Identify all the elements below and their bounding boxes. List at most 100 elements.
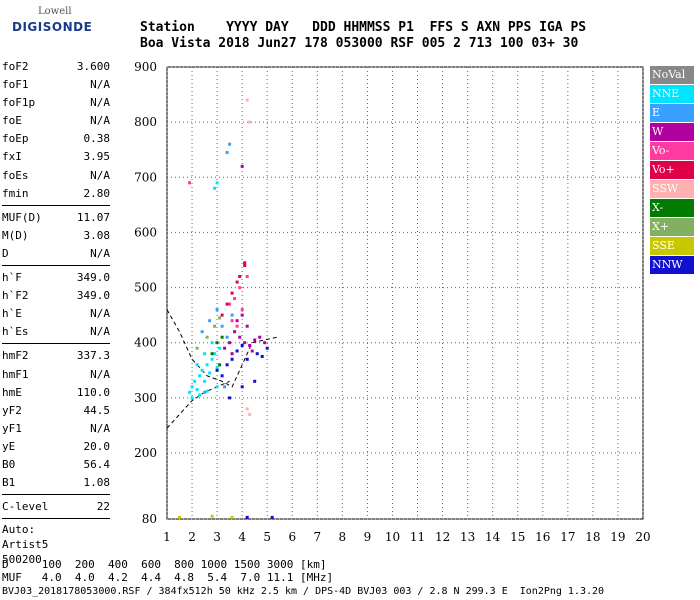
echo-point <box>230 515 234 519</box>
param-row: foEs N/A <box>2 167 110 185</box>
echo-point <box>195 363 199 367</box>
param-row: foEp 0.38 <box>2 130 110 148</box>
echo-point <box>220 335 224 339</box>
legend-item: X- <box>650 199 694 217</box>
logo-name: DIGISONDE <box>12 20 93 34</box>
param-value: 1.08 <box>83 476 111 490</box>
param-value: 349.0 <box>76 271 110 285</box>
echo-point <box>190 385 194 389</box>
param-label: fmin <box>2 186 29 200</box>
param-value: 110.0 <box>76 385 110 399</box>
x-tick-label: 17 <box>560 530 575 544</box>
legend-item: SSE <box>650 237 694 255</box>
echo-point <box>245 407 249 411</box>
echo-point <box>260 355 264 358</box>
echo-point <box>190 396 194 400</box>
param-row: hmF1 N/A <box>2 366 110 384</box>
auto-software: Artist5 <box>2 538 49 552</box>
param-label: h`Es <box>2 325 29 339</box>
echo-point <box>195 388 199 392</box>
param-label: hmE <box>2 385 22 399</box>
echo-point <box>243 264 247 267</box>
echo-point <box>238 335 242 339</box>
echo-point <box>203 379 207 383</box>
header-labels: Station YYYY DAY DDD HHMMSS P1 FFS S AXN… <box>140 20 587 35</box>
param-label: h`F <box>2 271 22 285</box>
echo-point <box>263 341 267 345</box>
x-tick-label: 2 <box>188 530 196 544</box>
param-row: h`E N/A <box>2 305 110 323</box>
param-label: C-level <box>2 500 49 514</box>
echo-point <box>270 515 274 519</box>
echo-point <box>205 389 209 393</box>
param-label: B1 <box>2 476 16 490</box>
param-label: MUF(D) <box>2 210 42 224</box>
echo-point <box>243 261 247 265</box>
auto-label: Auto: <box>2 523 36 537</box>
echo-point <box>215 341 219 345</box>
echo-point <box>210 357 214 361</box>
echo-point <box>253 379 257 383</box>
param-label: D <box>2 246 9 260</box>
param-label: foEp <box>2 132 29 146</box>
param-label: B0 <box>2 457 16 471</box>
param-value: 56.4 <box>83 457 111 471</box>
x-tick-label: 1 <box>163 530 171 544</box>
param-label: yF2 <box>2 403 22 417</box>
param-label: foE <box>2 114 22 128</box>
y-tick-label: 400 <box>134 336 157 350</box>
echo-point <box>228 341 232 345</box>
echo-point <box>240 313 244 317</box>
echo-point <box>208 371 212 375</box>
echo-point <box>230 352 234 356</box>
echo-point <box>203 352 207 356</box>
legend-item: Vo- <box>650 142 694 160</box>
echo-point <box>220 374 224 378</box>
x-tick-label: 5 <box>263 530 271 544</box>
x-tick-label: 8 <box>339 530 347 544</box>
x-tick-label: 11 <box>410 530 425 544</box>
echo-point <box>248 412 252 416</box>
echo-point <box>230 313 234 317</box>
y-tick-label: 600 <box>134 225 157 239</box>
echo-point <box>198 393 202 397</box>
param-value: 11.07 <box>76 210 110 224</box>
param-row: hmF2 337.3 <box>2 347 110 365</box>
divider <box>2 265 110 267</box>
echo-point <box>210 514 214 518</box>
param-value: 3.95 <box>83 150 111 164</box>
param-label: M(D) <box>2 228 29 242</box>
echo-point <box>238 286 242 290</box>
y-tick-label: 300 <box>134 391 157 405</box>
param-row: foF1 N/A <box>2 76 110 94</box>
echo-point <box>235 349 239 353</box>
y-tick-label: 800 <box>134 115 157 129</box>
param-group-confidence: C-level 22 <box>2 498 110 516</box>
echo-point <box>218 346 222 350</box>
param-row: D N/A <box>2 245 110 263</box>
param-row: h`F 349.0 <box>2 269 110 287</box>
trace-envelope-line <box>166 309 278 388</box>
legend-item: E <box>650 104 694 122</box>
echo-point <box>225 335 229 339</box>
param-row: yF2 44.5 <box>2 402 110 420</box>
echo-point <box>265 346 269 350</box>
echo-point <box>245 515 249 519</box>
echo-point <box>200 368 204 372</box>
echo-point <box>235 324 239 328</box>
header-values: Boa Vista 2018 Jun27 178 053000 RSF 005 … <box>140 36 579 51</box>
legend-item: NNE <box>650 85 694 103</box>
param-value: 2.80 <box>83 186 111 200</box>
y-tick-label: 500 <box>134 281 157 295</box>
param-row: fxI 3.95 <box>2 148 110 166</box>
echo-point <box>228 142 232 146</box>
echo-point <box>245 275 249 278</box>
station-header: Station YYYY DAY DDD HHMMSS P1 FFS S AXN… <box>140 20 586 52</box>
param-row: yF1 N/A <box>2 420 110 438</box>
echo-point <box>233 330 237 334</box>
echo-point <box>253 338 257 342</box>
echo-point <box>213 324 217 328</box>
x-tick-label: 7 <box>313 530 321 544</box>
param-group-muf: MUF(D) 11.07 M(D) 3.08 D N/A <box>2 209 110 263</box>
param-label: hmF2 <box>2 349 29 363</box>
